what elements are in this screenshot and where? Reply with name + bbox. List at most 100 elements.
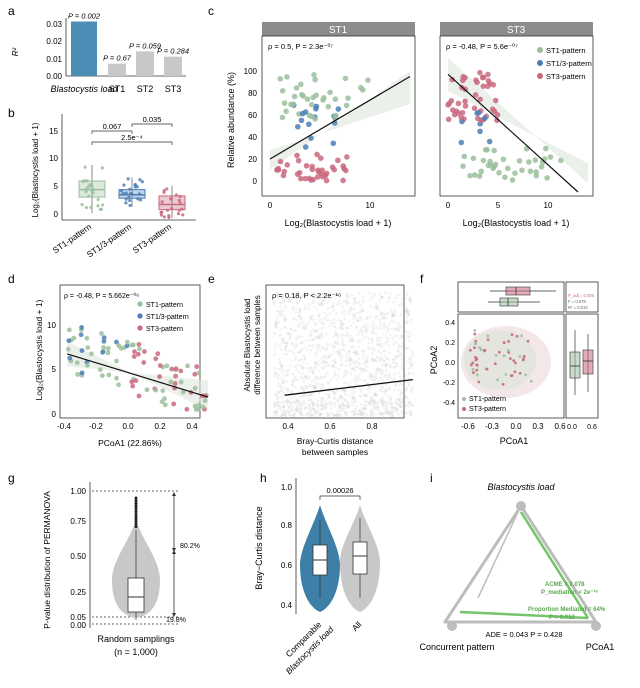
e-point xyxy=(324,342,328,346)
e-point xyxy=(384,409,388,413)
e-point xyxy=(396,412,400,415)
panel-h: h Bray−Curtis distance 0.4 0.6 0.8 1.0 0… xyxy=(254,471,380,676)
g-outlier xyxy=(134,517,138,521)
e-point xyxy=(321,386,325,390)
d-point xyxy=(173,366,179,372)
e-point xyxy=(331,359,335,363)
e-point xyxy=(409,414,413,418)
d-point xyxy=(157,374,162,380)
c-point xyxy=(473,77,479,83)
e-point xyxy=(364,358,368,362)
e-point xyxy=(333,341,337,345)
e-point xyxy=(308,376,311,379)
e-point xyxy=(276,374,279,378)
e-point xyxy=(386,403,390,407)
e-point xyxy=(362,393,366,397)
e-point xyxy=(333,344,337,348)
f-point xyxy=(473,342,477,346)
e-point xyxy=(342,401,345,404)
c-point xyxy=(475,109,482,116)
c-point xyxy=(459,109,466,116)
e-point xyxy=(345,299,349,303)
e-point xyxy=(308,315,312,319)
e-point xyxy=(293,364,297,368)
e-point xyxy=(409,412,413,416)
f-legend-st3: ST3-pattern xyxy=(469,406,506,413)
e-point xyxy=(284,305,288,308)
e-point xyxy=(346,405,350,409)
e-point xyxy=(400,397,404,401)
e-point xyxy=(318,336,322,340)
c-point xyxy=(281,100,288,106)
e-point xyxy=(365,395,369,398)
d-point xyxy=(171,401,177,407)
e-point xyxy=(352,314,356,318)
b-point xyxy=(136,197,140,201)
e-point xyxy=(325,318,329,322)
e-point xyxy=(362,354,366,357)
e-point xyxy=(346,401,349,405)
e-point xyxy=(409,356,412,360)
b-point xyxy=(178,201,182,205)
e-point xyxy=(378,359,382,363)
e-point xyxy=(350,340,354,343)
a-ytick: 0.01 xyxy=(46,55,62,64)
e-point xyxy=(383,411,387,415)
b-point xyxy=(162,215,166,219)
e-point xyxy=(368,401,372,405)
e-point xyxy=(383,390,387,393)
c-point xyxy=(309,163,315,170)
e-point xyxy=(322,360,326,364)
d-xtick: -0.4 xyxy=(57,422,71,431)
e-point xyxy=(280,380,284,383)
e-point xyxy=(396,348,400,352)
e-point xyxy=(311,338,315,341)
e-point xyxy=(281,381,285,385)
e-point xyxy=(381,386,384,390)
panel-e: e Absolute Blastocystis load difference … xyxy=(208,272,415,457)
e-point xyxy=(279,384,283,388)
e-point xyxy=(407,360,410,364)
e-point xyxy=(410,317,414,321)
e-point xyxy=(401,352,405,356)
a-bar-label: P = 0.284 xyxy=(157,47,189,56)
e-point xyxy=(362,407,366,411)
e-point xyxy=(297,315,301,319)
e-point xyxy=(312,387,316,391)
e-point xyxy=(398,405,402,408)
d-fit-line xyxy=(67,353,209,398)
d-point xyxy=(79,325,85,330)
e-point xyxy=(330,411,333,415)
e-point xyxy=(363,379,366,382)
e-point xyxy=(333,401,337,405)
e-point xyxy=(384,335,388,339)
e-point xyxy=(308,403,312,407)
e-point xyxy=(281,380,285,384)
e-point xyxy=(351,410,355,414)
e-point xyxy=(312,328,315,332)
e-point xyxy=(276,295,279,299)
e-point xyxy=(344,412,348,416)
panel-b: b Log₂(Blastocystis load + 1) 0 5 10 15 … xyxy=(8,106,196,259)
e-point xyxy=(282,395,286,398)
e-point xyxy=(314,386,318,390)
f-ytick: -0.2 xyxy=(443,380,455,387)
e-point xyxy=(368,315,372,319)
e-point xyxy=(291,342,295,346)
e-point xyxy=(319,408,323,412)
c-point xyxy=(470,155,477,162)
e-point xyxy=(408,296,412,300)
d-point xyxy=(89,351,94,357)
e-point xyxy=(320,362,324,365)
e-point xyxy=(361,325,365,329)
e-point xyxy=(360,309,364,313)
e-point xyxy=(341,344,345,348)
e-point xyxy=(400,409,404,413)
e-point xyxy=(384,392,388,396)
f-top-marginal xyxy=(457,281,565,313)
e-point xyxy=(312,404,315,408)
c-point xyxy=(314,151,320,158)
e-point xyxy=(360,413,364,417)
b-point xyxy=(100,166,104,170)
e-point xyxy=(338,350,342,354)
